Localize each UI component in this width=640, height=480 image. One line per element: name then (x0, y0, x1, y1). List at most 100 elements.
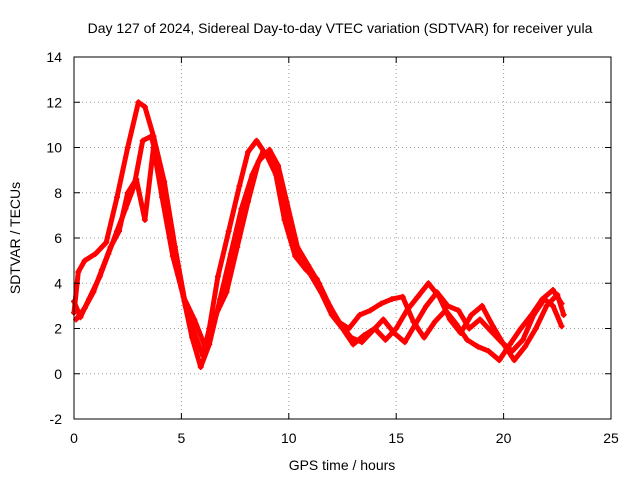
data-point (212, 311, 219, 318)
data-point (550, 302, 557, 309)
data-point (202, 343, 209, 350)
data-point (148, 133, 155, 140)
data-point (227, 250, 234, 257)
data-point (124, 144, 131, 151)
x-tick-label: 15 (388, 430, 404, 446)
data-point (519, 336, 526, 343)
y-tick-label: 12 (46, 94, 62, 110)
data-point (532, 325, 539, 332)
y-tick-label: 6 (54, 230, 62, 246)
data-point (511, 357, 518, 364)
data-point (558, 323, 565, 330)
data-point (238, 205, 245, 212)
chart-title: Day 127 of 2024, Sidereal Day-to-day VTE… (88, 20, 593, 36)
data-point (522, 343, 529, 350)
data-point (444, 302, 451, 309)
data-point (223, 289, 230, 296)
data-point (169, 253, 176, 260)
series-line (71, 133, 567, 370)
data-point (414, 293, 421, 300)
data-point (75, 268, 82, 275)
data-point (150, 144, 157, 151)
data-point (498, 339, 505, 346)
series-group (71, 99, 567, 370)
data-point (113, 194, 120, 201)
data-point (98, 266, 105, 273)
data-point (466, 325, 473, 332)
data-point (296, 257, 303, 264)
data-point (401, 339, 408, 346)
y-axis-label: SDTVAR / TECUs (7, 182, 23, 294)
data-point (294, 244, 301, 251)
data-point (425, 280, 432, 287)
data-point (92, 250, 99, 257)
series-track-3 (73, 144, 565, 355)
data-point (266, 146, 273, 153)
data-point (90, 289, 97, 296)
data-point (541, 296, 548, 303)
data-point (380, 316, 387, 323)
y-tick-label: 2 (54, 321, 62, 337)
data-point (485, 348, 492, 355)
data-point (431, 318, 438, 325)
ticks (73, 56, 612, 420)
x-tick-label: 10 (281, 430, 297, 446)
y-tick-label: 8 (54, 185, 62, 201)
data-point (236, 182, 243, 189)
data-point (124, 189, 131, 196)
data-point (189, 334, 196, 341)
data-point (356, 311, 363, 318)
data-point (496, 357, 503, 364)
data-point (369, 327, 376, 334)
data-point (412, 320, 419, 327)
data-point (391, 330, 398, 337)
data-point (141, 216, 148, 223)
y-tick-label: -2 (50, 411, 63, 427)
data-point (530, 311, 537, 318)
data-point (455, 307, 462, 314)
data-point (139, 137, 146, 144)
x-tick-label: 5 (178, 430, 186, 446)
data-point (197, 363, 204, 370)
data-point (225, 228, 232, 235)
data-point (103, 239, 110, 246)
data-point (191, 316, 198, 323)
x-axis-label: GPS time / hours (289, 457, 396, 473)
data-point (305, 262, 312, 269)
data-point (141, 103, 148, 110)
data-point (350, 341, 357, 348)
data-point (283, 198, 290, 205)
y-tick-label: 0 (54, 366, 62, 382)
data-point (464, 336, 471, 343)
data-point (244, 198, 251, 205)
data-point (446, 316, 453, 323)
data-point (517, 325, 524, 332)
data-point (388, 296, 395, 303)
data-point (474, 343, 481, 350)
data-point (285, 228, 292, 235)
data-point (479, 302, 486, 309)
data-point (275, 162, 282, 169)
x-tick-label: 0 (70, 430, 78, 446)
data-point (378, 300, 385, 307)
data-point (253, 137, 260, 144)
data-point (468, 311, 475, 318)
data-point (382, 336, 389, 343)
data-point (509, 348, 516, 355)
data-point (554, 291, 561, 298)
data-point (180, 293, 187, 300)
data-point (403, 307, 410, 314)
data-point (244, 149, 251, 156)
data-point (550, 287, 557, 294)
data-point (214, 273, 221, 280)
data-point (135, 99, 142, 106)
data-point (234, 244, 241, 251)
data-point (457, 330, 464, 337)
data-point (560, 311, 567, 318)
data-point (81, 257, 88, 264)
data-point (348, 334, 355, 341)
data-point (489, 323, 496, 330)
data-point (476, 316, 483, 323)
tick-labels: 0 5 10 15 20 25 -2 0 2 4 6 8 10 12 14 (46, 49, 619, 446)
